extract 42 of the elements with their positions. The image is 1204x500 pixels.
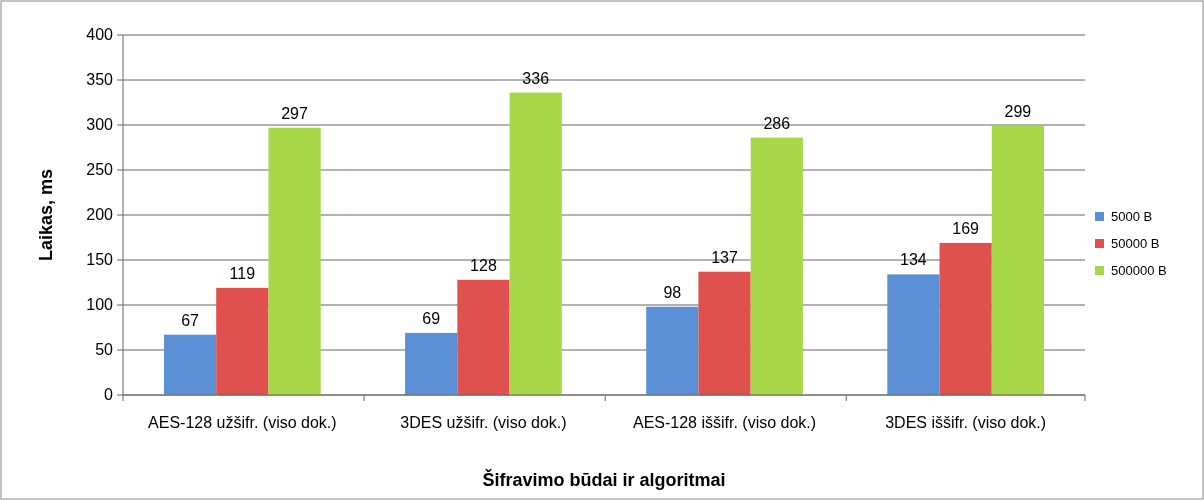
y-tick-label: 350 [86, 71, 114, 88]
bar [457, 279, 510, 395]
legend-label: 50000 B [1111, 236, 1160, 251]
x-tick-label: 3DES iššifr. (viso dok.) [885, 414, 1047, 431]
y-tick-label: 0 [104, 386, 114, 403]
data-label: 119 [229, 264, 256, 282]
x-axis-title: Šifravimo būdai ir algoritmai [482, 469, 726, 490]
data-label: 128 [470, 256, 497, 274]
data-label: 286 [763, 114, 791, 132]
bar [991, 125, 1045, 395]
data-label: 336 [522, 69, 550, 87]
legend-label: 5000 B [1111, 209, 1153, 224]
y-tick-label: 250 [86, 161, 114, 178]
data-label: 137 [711, 248, 738, 266]
data-label: 169 [952, 219, 980, 237]
bar [216, 287, 269, 395]
bar [750, 137, 803, 395]
y-tick-label: 200 [86, 206, 114, 223]
y-tick-label: 100 [86, 296, 114, 313]
bar [646, 306, 699, 395]
bar [887, 274, 940, 395]
y-tick-label: 400 [86, 26, 114, 43]
data-label: 69 [422, 309, 441, 327]
bar [939, 242, 992, 395]
x-tick-label: AES-128 iššifr. (viso dok.) [632, 414, 817, 431]
y-axis-title: Laikas, ms [36, 168, 56, 262]
y-tick-label: 150 [86, 251, 114, 268]
data-label: 98 [663, 283, 682, 301]
y-tick-label: 50 [95, 341, 114, 358]
data-label: 297 [281, 104, 309, 122]
legend-label: 500000 B [1111, 263, 1167, 278]
y-tick-label: 300 [86, 116, 114, 133]
bar [163, 334, 217, 395]
x-tick-label: 3DES užšifr. (viso dok.) [400, 414, 567, 431]
bar [405, 332, 458, 395]
data-label: 299 [1004, 102, 1032, 120]
bar [268, 127, 321, 395]
data-label: 134 [900, 251, 927, 269]
data-label: 67 [181, 311, 200, 329]
bar [698, 271, 751, 395]
bar [509, 92, 562, 395]
x-tick-label: AES-128 užšifr. (viso dok.) [148, 414, 337, 431]
